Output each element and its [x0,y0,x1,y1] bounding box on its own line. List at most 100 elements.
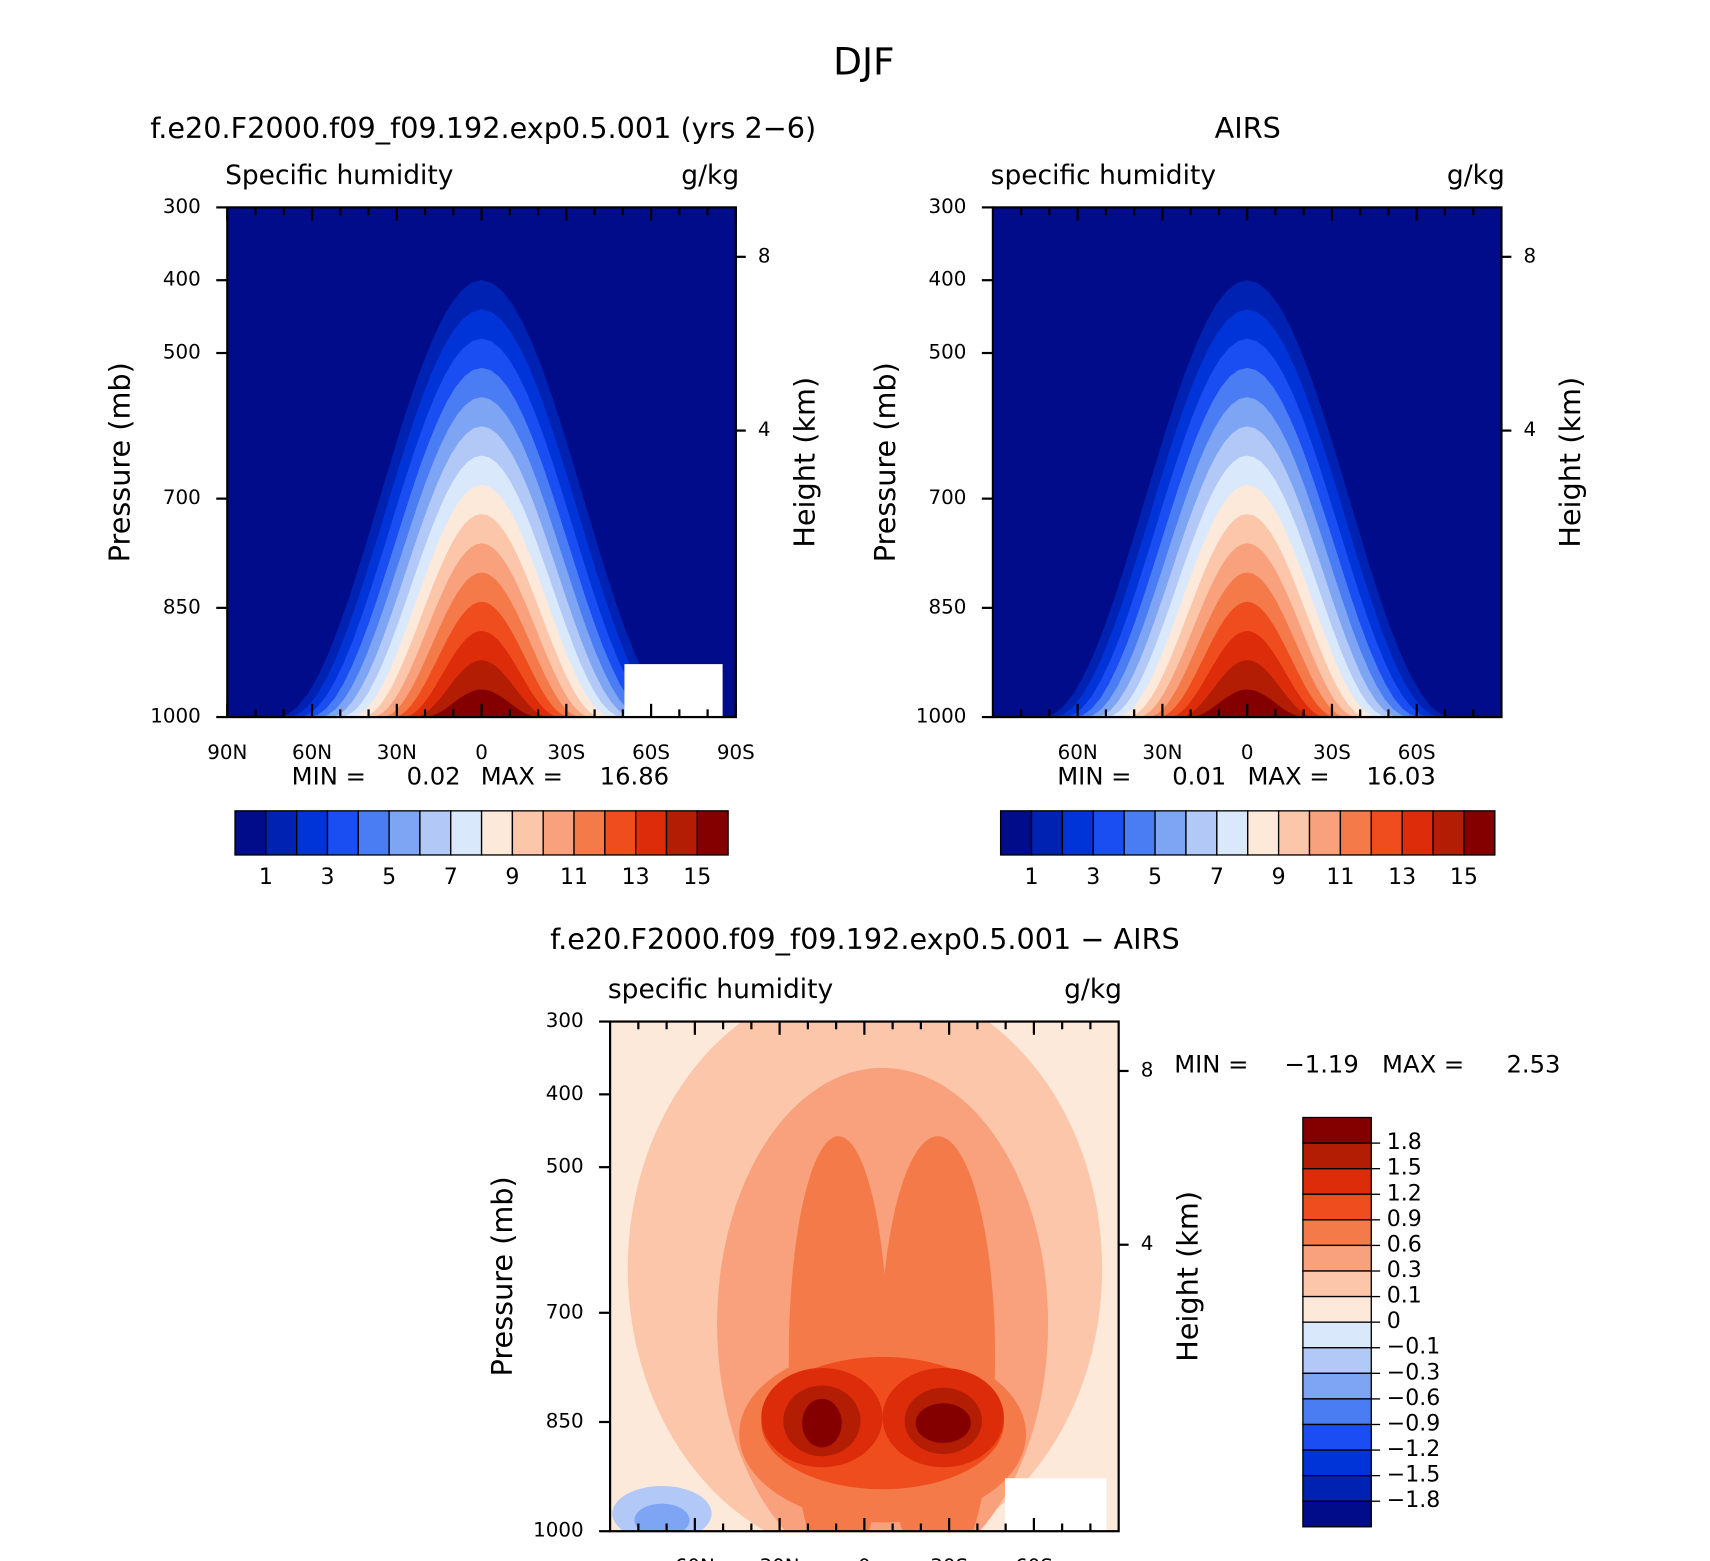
colorbar-box [1302,1270,1372,1298]
colorbar-box [1302,1474,1372,1502]
colorbar-box [1123,810,1156,856]
y2-tick-label: 4 [1524,418,1537,441]
units: g/kg [681,160,739,191]
x-tick-label: 0 [858,1555,871,1561]
x-tick-label: 30N [1142,741,1182,764]
colorbar-box [265,810,298,856]
variable-name: Specific humidity [225,160,453,191]
panel-title: f.e20.F2000.f09_f09.192.exp0.5.001 − AIR… [550,922,1180,956]
contour-band [915,1403,971,1443]
y-tick-label: 300 [929,195,967,218]
colorbar-label: 9 [1272,865,1286,890]
x-tick-label: 60N [1058,741,1098,764]
colorbar-label: 1.8 [1387,1130,1422,1155]
colorbar-label: 1 [259,865,273,890]
colorbar-label: 11 [1326,865,1354,890]
colorbar-box [1302,1193,1372,1221]
colorbar-label: 1 [1024,865,1038,890]
colorbar-label: −1.2 [1387,1437,1441,1462]
colorbar-box [326,810,359,856]
x-tick-label: 30N [760,1555,800,1561]
colorbar-label: 5 [382,865,396,890]
figure-title: DJF [833,39,895,83]
x-tick-label: 60N [675,1555,715,1561]
colorbar-box [1302,1295,1372,1323]
colorbar-label: 11 [560,865,588,890]
colorbar-box [234,810,267,856]
colorbar-box [1302,1116,1372,1144]
colorbar-box [295,810,329,856]
x-tick-label: 60N [292,741,332,764]
colorbar-label: 15 [1450,865,1478,890]
y2-tick-label: 8 [1524,244,1537,267]
y2-tick-label: 8 [1141,1058,1154,1081]
colorbar-box [665,810,698,856]
colorbar-box [1185,810,1218,856]
max: 2.53 [1506,1050,1560,1079]
colorbar-box [1302,1321,1372,1349]
missing-area [624,664,723,718]
missing-area [1005,1478,1107,1532]
colorbar-box [1061,810,1094,856]
colorbar-box [1247,810,1280,856]
colorbar-label: 0.3 [1387,1258,1422,1283]
y-tick-label: 850 [163,595,201,618]
panel-title: AIRS [1215,111,1281,145]
y-tick-label: 1000 [533,1519,584,1542]
x-tick-label: 30N [377,741,417,764]
contour-band [802,1398,842,1448]
y-tick-label: 400 [546,1082,584,1105]
colorbar-label: −1.8 [1387,1488,1441,1513]
y-tick-label: 400 [163,268,201,291]
colorbar-label: 5 [1148,865,1162,890]
colorbar-label: −0.6 [1387,1386,1441,1411]
y2-axis-label: Height (km) [1170,1191,1204,1362]
colorbar-box [1277,810,1311,856]
colorbar-label: 0 [1387,1309,1401,1334]
colorbar-label: −0.3 [1387,1360,1441,1385]
max: 16.03 [1366,762,1435,791]
colorbar-box [1302,1347,1372,1374]
min-label: MIN = [1057,762,1131,791]
y-axis-label: Pressure (mb) [102,362,136,562]
min-label: MIN = [1174,1050,1248,1079]
colorbar-box [635,810,668,856]
colorbar-label: 0.6 [1387,1232,1422,1257]
y-tick-label: 700 [929,486,967,509]
y2-tick-label: 4 [1141,1232,1154,1255]
colorbar-box [357,810,390,856]
max-label: MAX = [1247,762,1329,791]
colorbar-box [1216,810,1249,856]
contour-band [413,660,550,718]
y-tick-label: 300 [163,195,201,218]
y-tick-label: 850 [929,595,967,618]
min-label: MIN = [292,762,366,791]
colorbar-box [1302,1449,1372,1477]
y-tick-label: 300 [546,1009,584,1032]
min: 0.02 [407,762,461,791]
y-tick-label: 700 [546,1300,584,1323]
colorbar-label: 3 [320,865,334,890]
colorbar-box [1302,1219,1372,1247]
colorbar-box [450,810,483,856]
x-tick-label: 60S [632,741,670,764]
colorbar-box [480,810,514,856]
colorbar-label: −0.1 [1387,1335,1441,1360]
variable-name: specific humidity [991,160,1216,191]
colorbar-label: 7 [1210,865,1224,890]
x-tick-label: 30S [930,1555,968,1561]
x-tick-label: 30S [547,741,585,764]
colorbar-box [999,810,1033,856]
x-tick-label: 0 [1241,741,1254,764]
colorbar-label: 7 [444,865,458,890]
y-tick-label: 500 [163,341,201,364]
y2-tick-label: 4 [758,418,771,441]
colorbar-box [1302,1168,1372,1195]
colorbar-label: 1.5 [1387,1156,1422,1181]
variable-name: specific humidity [608,974,833,1005]
colorbar-box [1370,810,1403,856]
y-tick-label: 700 [163,486,201,509]
max: 16.86 [600,762,669,791]
colorbar-label: 3 [1086,865,1100,890]
